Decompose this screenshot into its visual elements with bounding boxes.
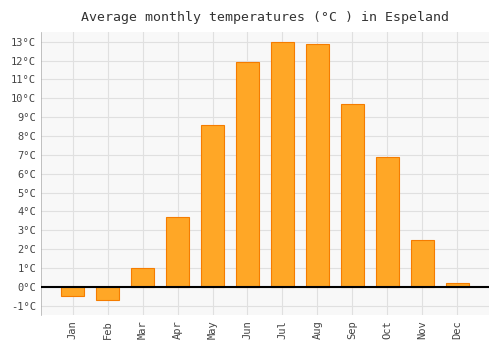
Bar (96, 287, 119, 300)
Bar (411, 240, 434, 287)
Title: Average monthly temperatures (°C ) in Espeland: Average monthly temperatures (°C ) in Es… (81, 11, 449, 24)
Bar (166, 217, 189, 287)
Bar (131, 268, 154, 287)
Bar (306, 43, 328, 287)
Bar (341, 104, 363, 287)
Bar (446, 283, 468, 287)
Bar (62, 287, 84, 296)
Bar (376, 157, 398, 287)
Bar (201, 125, 224, 287)
Bar (236, 62, 259, 287)
Bar (271, 42, 294, 287)
